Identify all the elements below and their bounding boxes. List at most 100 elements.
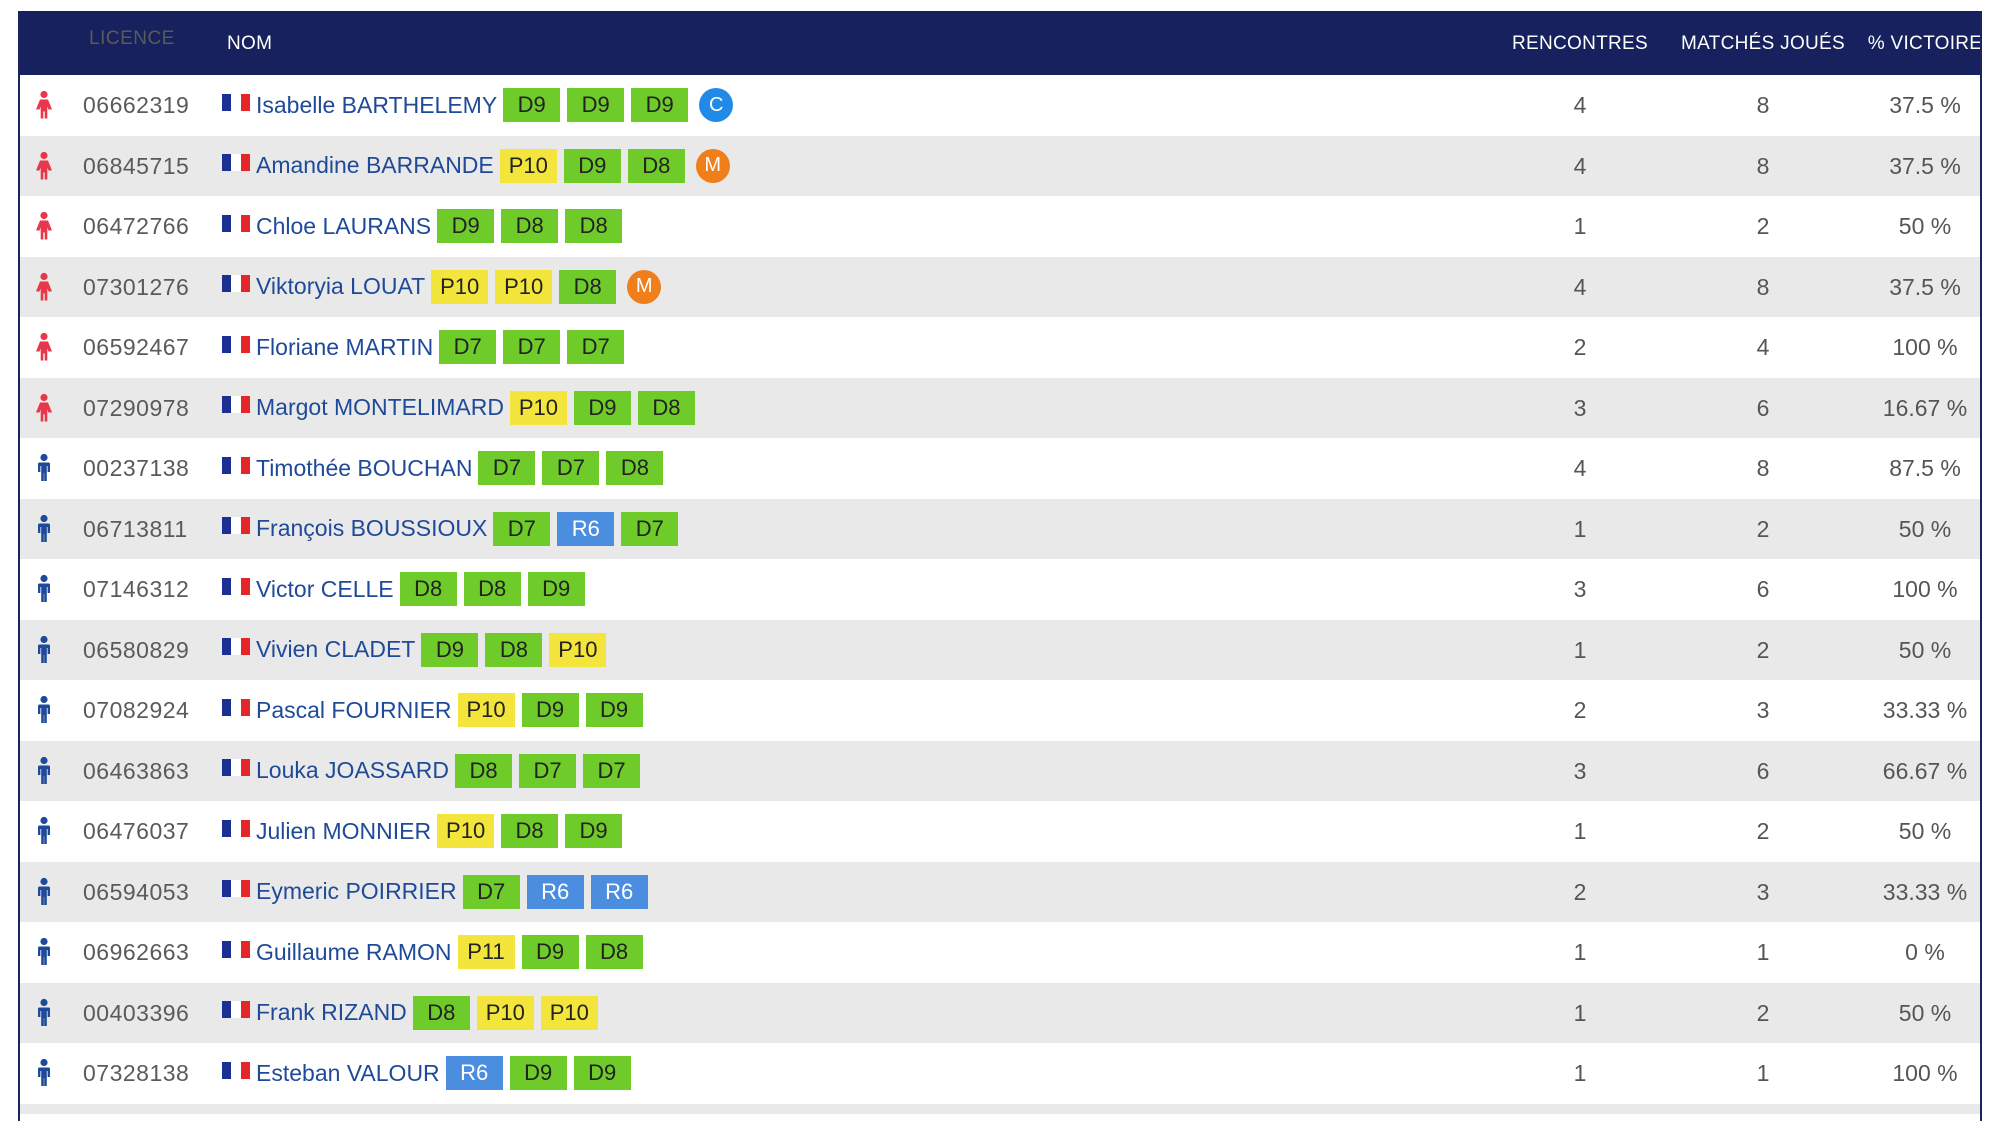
rank-badge: P11 bbox=[457, 935, 515, 969]
female-icon bbox=[32, 332, 56, 362]
player-name-cell: Pascal FOURNIER P10 D9 D9 bbox=[222, 692, 650, 728]
table-header: LICENCE NOM RENCONTRES MATCHÉS JOUÉS % V… bbox=[20, 11, 1980, 75]
player-name-link[interactable]: Victor CELLE bbox=[256, 575, 394, 602]
matches-count: 6 bbox=[1756, 394, 1770, 421]
player-name-link[interactable]: Pascal FOURNIER bbox=[256, 696, 452, 723]
table-row: 06713811 François BOUSSIOUX D7 R6 D7 1 2 50 % bbox=[20, 498, 1980, 559]
rank-badge: D9 bbox=[503, 88, 561, 122]
male-icon bbox=[32, 756, 56, 786]
rank-badge: D7 bbox=[583, 753, 641, 788]
table-row: 07146312 Victor CELLE D8 D8 D9 3 6 100 % bbox=[20, 559, 1980, 620]
column-header-matches-joues[interactable]: MATCHÉS JOUÉS bbox=[1680, 33, 1845, 54]
column-header-rencontres[interactable]: RENCONTRES bbox=[1511, 33, 1648, 54]
player-name-cell: Viktoryia LOUAT P10 P10 D8 M bbox=[222, 269, 662, 305]
matches-count: 2 bbox=[1756, 636, 1770, 663]
victory-percent: 50 % bbox=[1898, 999, 1952, 1026]
player-name-link[interactable]: Isabelle BARTHELEMY bbox=[256, 91, 498, 118]
player-name-cell: Margot MONTELIMARD P10 D9 D8 bbox=[222, 390, 702, 426]
player-name-cell: Vivien CLADET D9 D8 P10 bbox=[222, 632, 613, 668]
column-header-nom[interactable]: NOM bbox=[227, 33, 273, 54]
rank-badge: D8 bbox=[637, 390, 695, 425]
victory-percent: 100 % bbox=[1892, 334, 1958, 360]
player-name-cell: Victor CELLE D8 D8 D9 bbox=[222, 571, 592, 607]
rencontres-count: 3 bbox=[1573, 757, 1587, 784]
rank-badge: P10 bbox=[476, 995, 534, 1030]
rencontres-count: 1 bbox=[1573, 818, 1587, 844]
matches-count: 3 bbox=[1756, 697, 1770, 723]
matches-count: 1 bbox=[1756, 939, 1770, 965]
victory-percent: 37.5 % bbox=[1889, 273, 1961, 300]
victory-percent: 37.5 % bbox=[1889, 92, 1961, 118]
player-name-cell: Floriane MARTIN D7 D7 D7 bbox=[222, 329, 631, 365]
rencontres-count: 2 bbox=[1573, 697, 1587, 723]
rank-badge: P10 bbox=[457, 693, 515, 727]
rank-badge: D8 bbox=[455, 753, 513, 788]
player-name-link[interactable]: Julien MONNIER bbox=[256, 817, 432, 844]
player-name-link[interactable]: Guillaume RAMON bbox=[256, 938, 452, 965]
victory-percent: 100 % bbox=[1892, 1060, 1958, 1086]
licence-number: 06594053 bbox=[83, 878, 190, 905]
rencontres-count: 1 bbox=[1573, 636, 1587, 663]
licence-number: 00403396 bbox=[83, 999, 190, 1026]
rencontres-count: 3 bbox=[1573, 394, 1587, 421]
table-row: 07301276 Viktoryia LOUAT P10 P10 D8 M 4 8 37.5 % bbox=[20, 256, 1980, 317]
matches-count: 4 bbox=[1756, 334, 1770, 360]
male-icon bbox=[32, 816, 56, 846]
rencontres-count: 1 bbox=[1573, 999, 1587, 1026]
player-name-link[interactable]: Floriane MARTIN bbox=[256, 333, 434, 360]
france-flag-icon bbox=[222, 698, 250, 716]
column-header-victoire[interactable]: % VICTOIRE bbox=[1867, 33, 1982, 54]
rank-badge: D7 bbox=[462, 874, 520, 909]
table-row: 07328138 Esteban VALOUR R6 D9 D9 1 1 100 % bbox=[20, 1043, 1980, 1104]
player-name-link[interactable]: Margot MONTELIMARD bbox=[256, 394, 504, 420]
france-flag-icon bbox=[222, 335, 250, 353]
licence-number: 00237138 bbox=[83, 455, 190, 481]
player-name-link[interactable]: Vivien CLADET bbox=[256, 636, 416, 662]
rank-badge: D7 bbox=[621, 511, 679, 546]
captain-badge: C bbox=[699, 88, 734, 122]
rank-badge: D8 bbox=[565, 209, 623, 243]
rank-badge: D7 bbox=[478, 451, 536, 485]
rencontres-count: 2 bbox=[1573, 334, 1587, 360]
rank-badge: D8 bbox=[606, 451, 664, 485]
table-row: 07290978 Margot MONTELIMARD P10 D9 D8 3 6 16.67… bbox=[20, 377, 1980, 438]
rank-badge: D9 bbox=[421, 632, 479, 667]
france-flag-icon bbox=[222, 517, 250, 534]
rencontres-count: 1 bbox=[1573, 939, 1587, 965]
player-name-cell: Timothée BOUCHAN D7 D7 D8 bbox=[222, 450, 670, 486]
rank-badge: D9 bbox=[585, 693, 643, 727]
victory-percent: 87.5 % bbox=[1889, 455, 1961, 481]
france-flag-icon bbox=[222, 1061, 250, 1079]
player-name-link[interactable]: Louka JOASSARD bbox=[256, 757, 450, 783]
france-flag-icon bbox=[222, 638, 250, 655]
player-name-link[interactable]: Frank RIZAND bbox=[256, 999, 407, 1025]
france-flag-icon bbox=[222, 154, 250, 171]
rencontres-count: 4 bbox=[1573, 455, 1587, 481]
matches-count: 6 bbox=[1756, 757, 1770, 784]
table-body: 06662319 Isabelle BARTHELEMY D9 D9 D9 C 4 8 37.5… bbox=[20, 75, 1980, 1114]
victory-percent: 100 % bbox=[1892, 576, 1958, 602]
player-name-link[interactable]: Viktoryia LOUAT bbox=[256, 273, 426, 299]
player-name-link[interactable]: Esteban VALOUR bbox=[256, 1059, 440, 1086]
victory-percent: 37.5 % bbox=[1889, 152, 1961, 179]
licence-number: 06962663 bbox=[83, 939, 190, 965]
player-name-link[interactable]: François BOUSSIOUX bbox=[256, 515, 488, 541]
rank-badge: D9 bbox=[631, 88, 689, 122]
column-header-licence[interactable]: LICENCE bbox=[89, 28, 175, 49]
matches-count: 2 bbox=[1756, 515, 1770, 542]
victory-percent: 0 % bbox=[1905, 939, 1945, 965]
player-name-link[interactable]: Amandine BARRANDE bbox=[256, 152, 494, 178]
player-name-link[interactable]: Chloe LAURANS bbox=[256, 212, 432, 239]
rank-badge: P10 bbox=[495, 269, 553, 304]
france-flag-icon bbox=[222, 577, 250, 595]
rank-badge: D9 bbox=[521, 693, 579, 727]
rencontres-count: 1 bbox=[1573, 1060, 1587, 1086]
france-flag-icon bbox=[222, 456, 250, 474]
player-name-link[interactable]: Eymeric POIRRIER bbox=[256, 878, 457, 904]
licence-number: 06580829 bbox=[83, 636, 190, 663]
rank-badge: P10 bbox=[437, 814, 495, 848]
player-name-cell: Amandine BARRANDE P10 D9 D8 M bbox=[222, 148, 730, 184]
player-name-link[interactable]: Timothée BOUCHAN bbox=[256, 454, 473, 481]
player-name-cell: Guillaume RAMON P11 D9 D8 bbox=[222, 934, 650, 970]
rank-badge: D9 bbox=[567, 88, 625, 122]
